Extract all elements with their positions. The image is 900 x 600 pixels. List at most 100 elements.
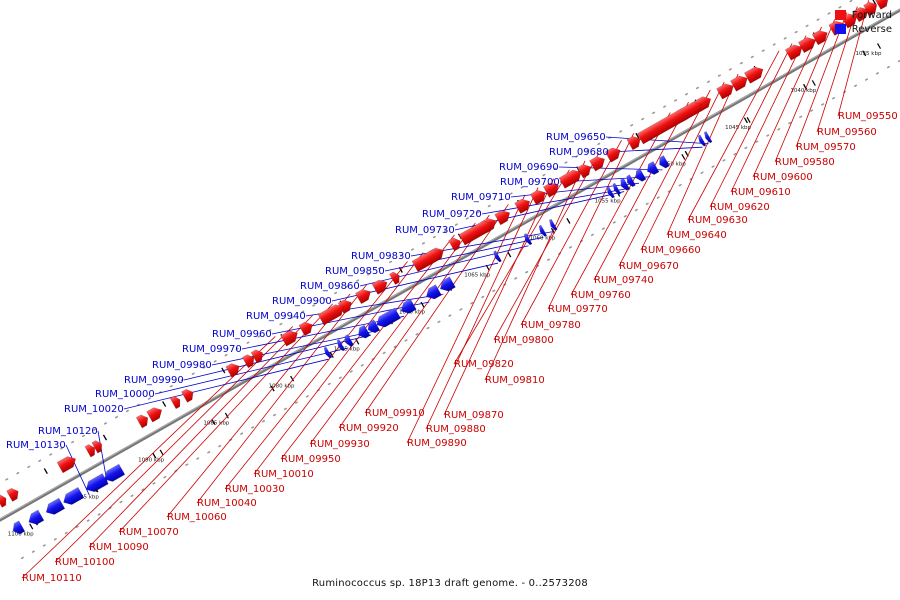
forward-gene-arrow [337,299,352,314]
reverse-gene-arrow [620,177,630,191]
leader-line [118,303,333,533]
legend: Forward Reverse [834,8,892,36]
leader-line [570,112,671,296]
forward-gene-arrow [250,349,263,364]
gene-label-rum-09950: RUM_09950 [281,454,341,465]
forward-gene-arrow [135,414,149,429]
leader-line [547,133,635,310]
forward-gene-arrow [317,304,344,326]
gene-label-rum-10060: RUM_10060 [167,512,227,523]
leader-line [253,252,424,475]
leader-line [608,146,703,153]
forward-gene-arrow [280,330,298,347]
forward-gene-arrow [56,456,76,474]
site-marker [743,117,748,124]
reverse-gene-arrow [659,155,670,169]
site-marker [872,0,877,5]
forward-gene-arrow [576,164,591,179]
gene-label-rum-10030: RUM_10030 [225,484,285,495]
scale-tick-label: 1055 kbp [595,199,621,205]
gene-label-rum-09660: RUM_09660 [641,245,701,256]
gene-label-rum-10130: RUM_10130 [6,440,66,451]
leader-line [493,152,600,341]
scale-tick-label: 1040 kbp [790,88,816,94]
gene-label-rum-10110: RUM_10110 [22,573,82,584]
gene-label-rum-09630: RUM_09630 [688,215,748,226]
gene-arrows [0,0,889,535]
gene-label-rum-09860: RUM_09860 [300,281,360,292]
gene-label-rum-10100: RUM_10100 [55,557,115,568]
scale-tick-label: 1050 kbp [660,162,686,168]
gene-label-rum-09580: RUM_09580 [775,157,835,168]
gene-label-rum-10120: RUM_10120 [38,426,98,437]
leader-line [384,237,544,272]
gene-label-rum-09710: RUM_09710 [451,192,511,203]
gene-label-rum-09700: RUM_09700 [500,177,560,188]
reverse-gene-arrow [612,182,622,195]
reverse-gene-arrow [323,346,333,359]
gene-label-rum-09940: RUM_09940 [246,311,306,322]
forward-gene-arrow [730,75,748,92]
reverse-gene-arrow [538,224,548,237]
legend-forward: Forward [834,8,892,22]
site-marker [211,419,216,425]
leader-line [481,187,631,215]
reverse-gene-arrow [493,250,502,263]
gene-label-rum-09890: RUM_09890 [407,438,467,449]
forward-gene-arrow [863,1,878,17]
leader-line [88,314,313,548]
forward-gene-arrow [874,0,889,10]
forward-gene-arrow [784,44,803,61]
gene-label-rum-09650: RUM_09650 [546,132,606,143]
scale-tick-label: 1085 kbp [203,420,229,426]
leader-line [593,102,689,281]
forward-gene-arrow [589,156,605,172]
site-marker [43,468,48,474]
leader-line [211,329,380,366]
reverse-gene-arrow [85,473,109,493]
scale-tick-mark [877,43,882,49]
reverse-swatch [834,24,846,34]
gene-label-rum-09680: RUM_09680 [549,147,609,158]
forward-gene-arrow [146,407,163,423]
gene-label-rum-10000: RUM_10000 [95,389,155,400]
site-marker [329,352,334,358]
reverse-gene-arrow [697,134,707,147]
gene-label-rum-09820: RUM_09820 [454,359,514,370]
forward-gene-arrow [604,147,621,163]
gene-label-rum-10040: RUM_10040 [197,498,257,509]
gene-label-rum-09920: RUM_09920 [339,423,399,434]
forward-gene-arrow [371,279,388,295]
scale-tick-label: 1080 kbp [269,383,295,389]
scale-tick-label: 1065 kbp [464,273,490,279]
genome-axis [0,8,900,522]
leader-line [65,444,90,495]
reverse-gene-arrow [647,161,660,175]
axis-line [0,8,900,522]
scale-tick-label: 1070 kbp [399,310,425,316]
site-marker [102,434,108,441]
gene-label-rum-10020: RUM_10020 [64,404,124,415]
forward-gene-arrow [241,354,255,369]
reverse-gene-arrow [344,334,354,347]
gene-label-rum-09690: RUM_09690 [499,162,559,173]
leader-line [816,6,858,133]
gene-label-rum-09880: RUM_09880 [426,424,486,435]
leader-line [618,89,711,267]
gene-label-rum-09970: RUM_09970 [182,344,242,355]
leader-line [687,50,780,221]
gene-label-rum-09900: RUM_09900 [272,296,332,307]
leader-line [224,261,408,490]
leader-line [123,358,329,410]
scale-tick-mark [29,523,34,530]
legend-reverse-label: Reverse [851,23,892,35]
forward-gene-arrow [355,289,371,305]
scale-tick-mark [746,117,751,123]
site-marker [162,401,167,407]
forward-gene-arrow [529,189,546,205]
reverse-gene-arrow [606,186,615,199]
scale-tick-mark [224,412,229,419]
leader-line [338,214,490,429]
leader-line [309,222,476,445]
site-marker [507,251,512,258]
